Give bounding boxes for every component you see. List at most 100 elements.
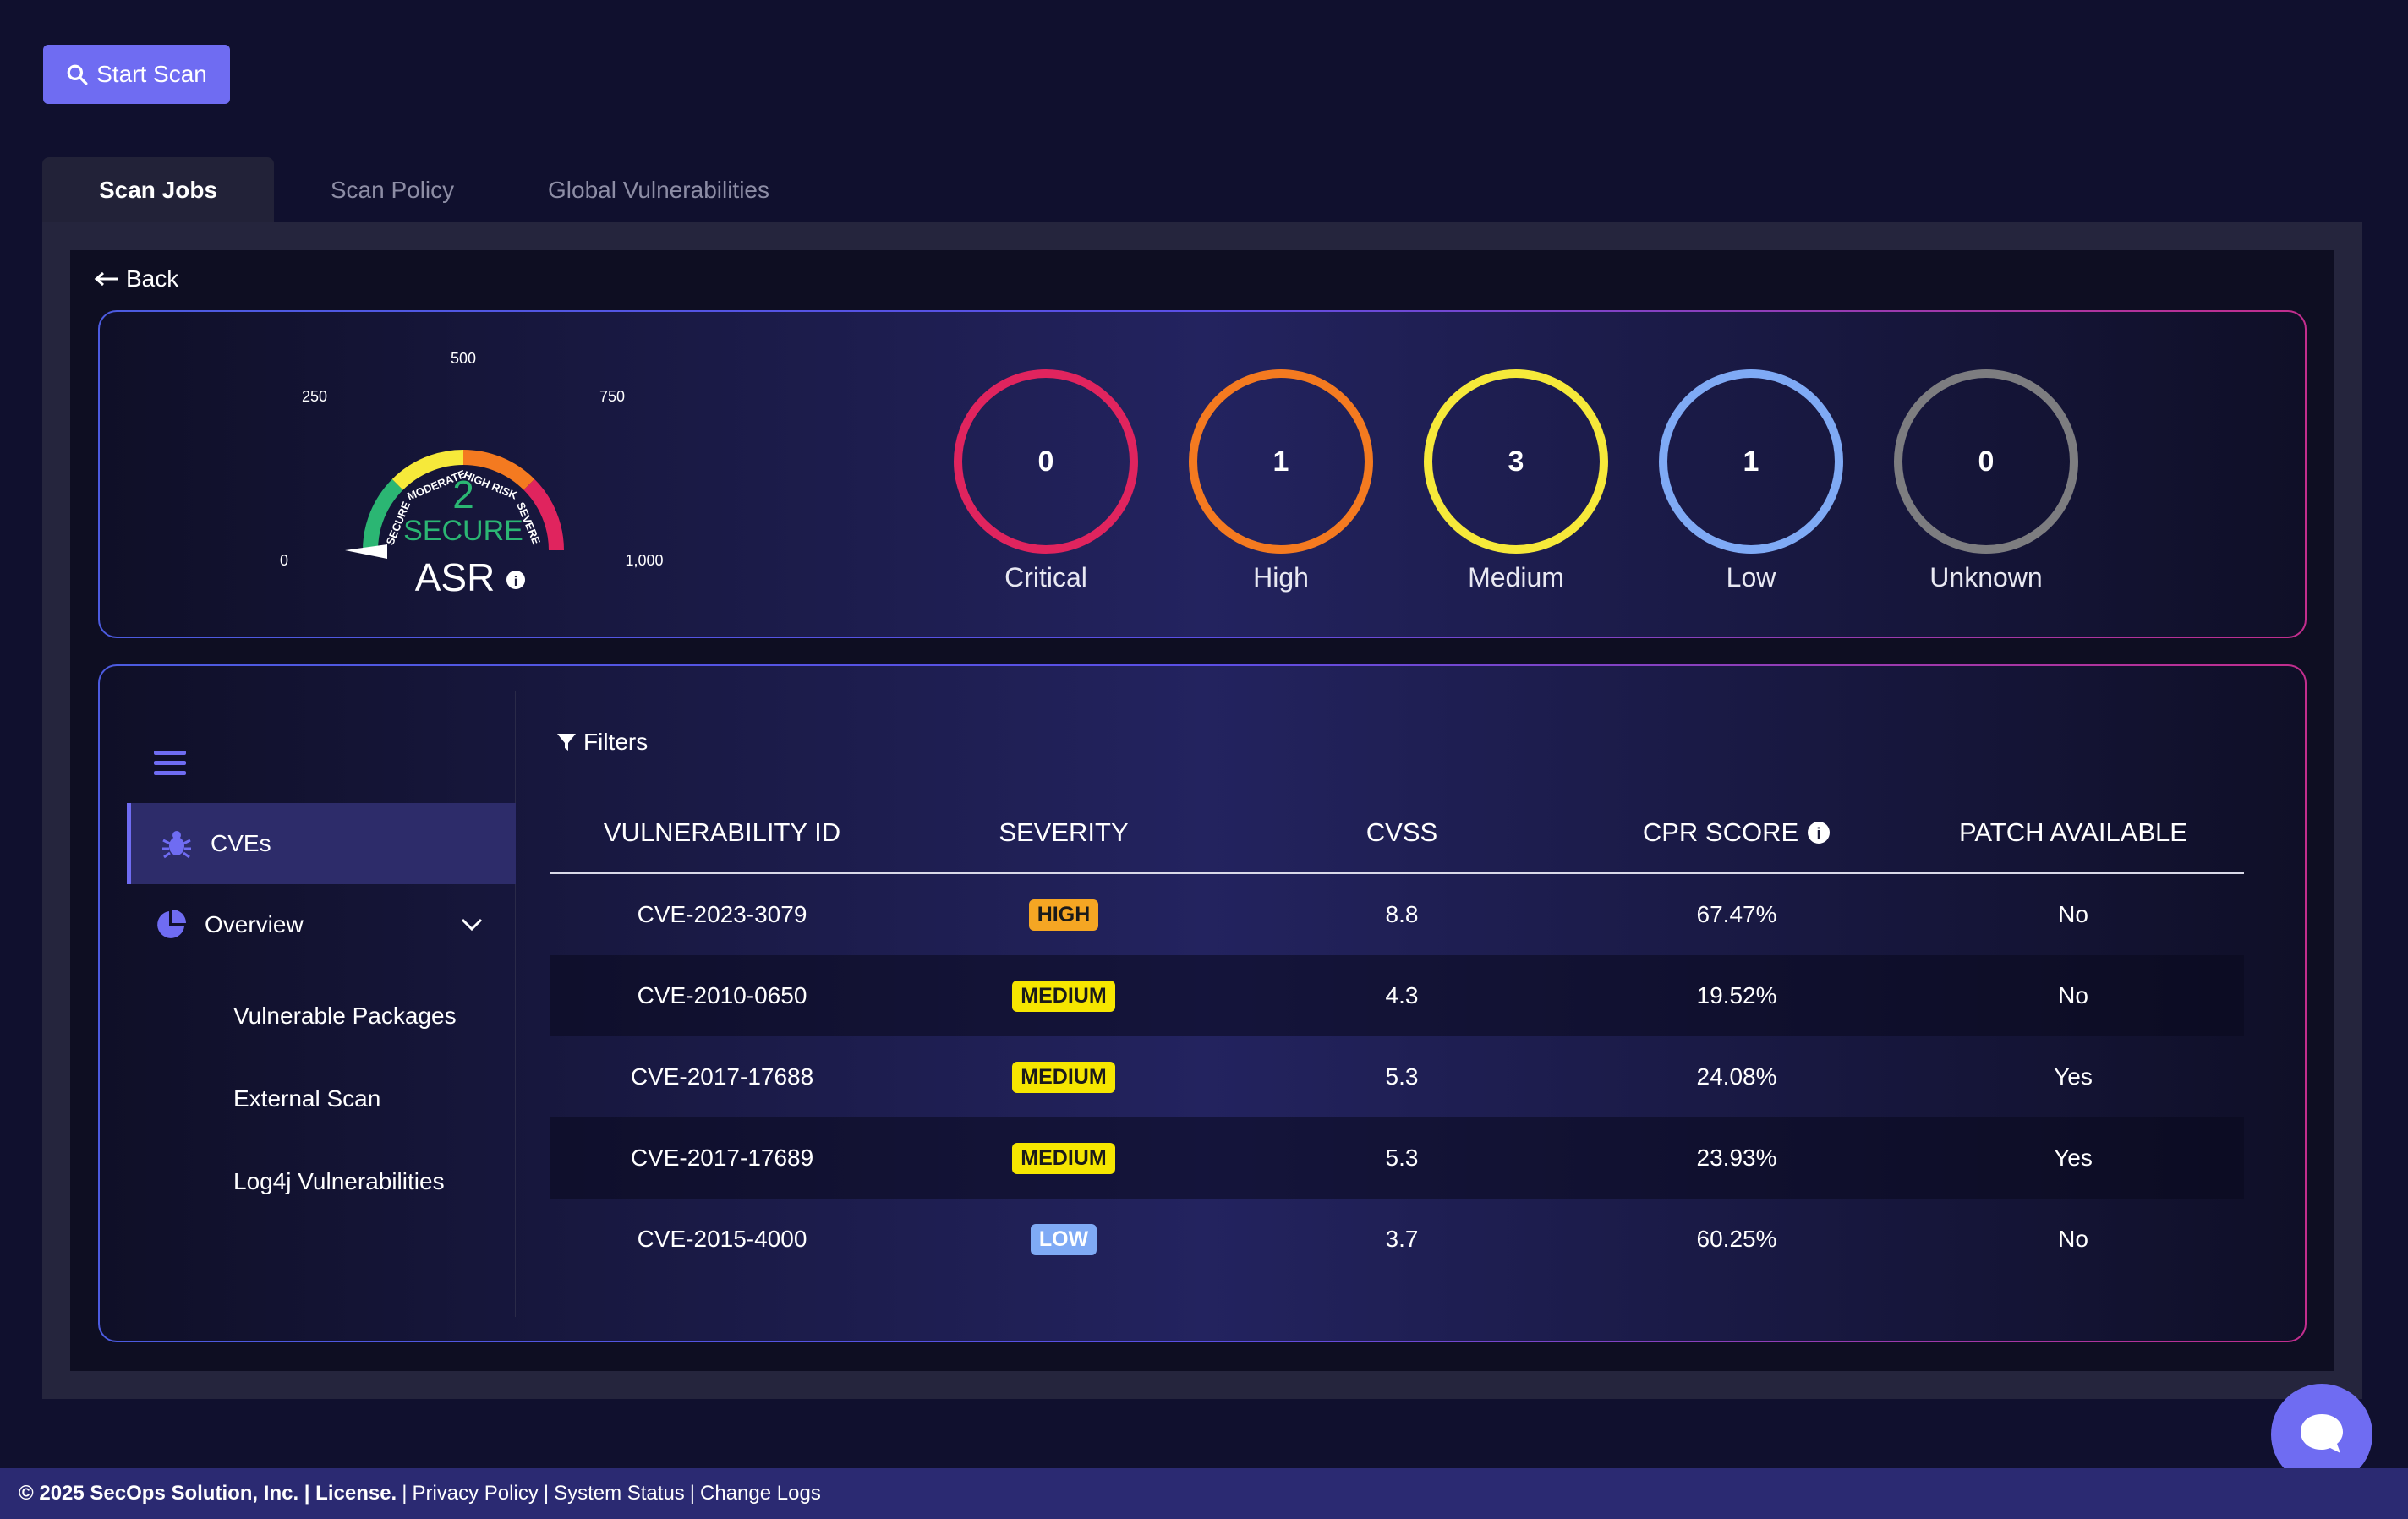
gauge-segment bbox=[363, 478, 403, 551]
gauge-score: 2 bbox=[452, 473, 474, 516]
info-icon[interactable]: i bbox=[506, 571, 525, 589]
gauge-tick-750: 750 bbox=[599, 388, 625, 405]
gauge-needle bbox=[345, 544, 387, 559]
tab-panel: Back SECURE MODERATE HIGH RISK SEVERE 0 250… bbox=[42, 222, 2362, 1399]
chevron-down-icon[interactable] bbox=[460, 917, 484, 932]
high-count: 1 bbox=[1189, 369, 1373, 554]
unknown-label: Unknown bbox=[1929, 562, 2043, 593]
tab-bar: Scan Jobs Scan Policy Global Vulnerabili… bbox=[42, 157, 807, 223]
cell-severity: MEDIUM bbox=[895, 980, 1233, 1012]
footer-link-status[interactable]: System Status bbox=[554, 1482, 685, 1505]
cell-patch-available: Yes bbox=[2054, 1145, 2093, 1171]
table-row[interactable]: CVE-2015-4000 LOW 3.7 60.25% No bbox=[550, 1199, 2244, 1280]
cell-cvss: 3.7 bbox=[1385, 1226, 1419, 1252]
severity-medium[interactable]: 3 Medium bbox=[1424, 369, 1608, 593]
table-row[interactable]: CVE-2017-17689 MEDIUM 5.3 23.93% Yes bbox=[550, 1117, 2244, 1199]
gauge-tick-1000: 1,000 bbox=[625, 552, 663, 569]
header-severity[interactable]: SEVERITY bbox=[999, 817, 1129, 847]
header-vulnerability-id[interactable]: VULNERABILITY ID bbox=[603, 817, 841, 847]
filters-button[interactable]: Filters bbox=[556, 729, 648, 756]
cell-severity: LOW bbox=[895, 1223, 1233, 1255]
vulnerability-card: CVEs Overview Vulnerable Packages Ex bbox=[98, 664, 2307, 1342]
sidebar-item-log4j[interactable]: Log4j Vulnerabilities bbox=[233, 1168, 445, 1194]
cell-vulnerability-id: CVE-2023-3079 bbox=[637, 901, 807, 927]
gauge-tick-250: 250 bbox=[302, 388, 327, 405]
arrow-left-icon bbox=[94, 271, 118, 287]
sidebar-item-overview[interactable]: Overview bbox=[127, 884, 516, 965]
tab-global-vulnerabilities[interactable]: Global Vulnerabilities bbox=[548, 177, 769, 203]
medium-label: Medium bbox=[1468, 562, 1564, 593]
start-scan-button[interactable]: Start Scan bbox=[43, 45, 230, 104]
cell-cpr-score: 67.47% bbox=[1696, 901, 1777, 927]
critical-count: 0 bbox=[954, 369, 1138, 554]
gauge-segment bbox=[523, 478, 564, 551]
severity-badge: MEDIUM bbox=[1012, 1061, 1115, 1093]
severity-low[interactable]: 1 Low bbox=[1659, 369, 1843, 593]
footer: © 2025 SecOps Solution, Inc. | License. … bbox=[0, 1468, 2408, 1519]
gauge-segment bbox=[391, 450, 464, 490]
cell-patch-available: No bbox=[2058, 1226, 2088, 1252]
back-button[interactable]: Back bbox=[94, 265, 178, 292]
pie-chart-icon bbox=[157, 910, 186, 938]
hamburger-menu-icon[interactable] bbox=[154, 751, 186, 781]
table-row[interactable]: CVE-2017-17688 MEDIUM 5.3 24.08% Yes bbox=[550, 1036, 2244, 1117]
tab-scan-policy[interactable]: Scan Policy bbox=[330, 177, 455, 203]
cell-cpr-score: 23.93% bbox=[1696, 1145, 1777, 1171]
gauge-tick-0: 0 bbox=[280, 552, 288, 569]
cell-patch-available: Yes bbox=[2054, 1063, 2093, 1090]
tab-scan-jobs[interactable]: Scan Jobs bbox=[42, 157, 274, 223]
high-label: High bbox=[1253, 562, 1309, 593]
gauge-status: SECURE bbox=[403, 515, 523, 547]
cell-vulnerability-id: CVE-2010-0650 bbox=[637, 982, 807, 1008]
medium-count: 3 bbox=[1424, 369, 1608, 554]
low-label: Low bbox=[1726, 562, 1776, 593]
header-cpr-score-label: CPR SCORE bbox=[1642, 817, 1799, 847]
severity-badge: MEDIUM bbox=[1012, 980, 1115, 1012]
filter-icon bbox=[557, 734, 576, 751]
footer-link-privacy[interactable]: Privacy Policy bbox=[412, 1482, 539, 1505]
header-cpr-score[interactable]: CPR SCORE i bbox=[1571, 817, 1902, 848]
cell-vulnerability-id: CVE-2015-4000 bbox=[637, 1226, 807, 1252]
cell-severity: HIGH bbox=[895, 899, 1233, 931]
filters-label: Filters bbox=[583, 729, 649, 755]
sidebar-item-cves-label: CVEs bbox=[211, 830, 271, 856]
severity-counts: 0 Critical 1 High 3 Medium 1 Low bbox=[954, 369, 2078, 593]
severity-critical[interactable]: 0 Critical bbox=[954, 369, 1138, 593]
cell-patch-available: No bbox=[2058, 901, 2088, 927]
table-row[interactable]: CVE-2010-0650 MEDIUM 4.3 19.52% No bbox=[550, 955, 2244, 1036]
gauge-label: ASR bbox=[415, 555, 495, 599]
cve-table: VULNERABILITY ID SEVERITY CVSS CPR SCORE… bbox=[550, 793, 2244, 1280]
severity-badge: HIGH bbox=[1028, 899, 1099, 931]
severity-unknown[interactable]: 0 Unknown bbox=[1894, 369, 2078, 593]
content-area: Back SECURE MODERATE HIGH RISK SEVERE 0 250… bbox=[70, 250, 2334, 1371]
cell-cvss: 4.3 bbox=[1385, 982, 1419, 1008]
header-patch-available[interactable]: PATCH AVAILABLE bbox=[1959, 817, 2187, 847]
table-header: VULNERABILITY ID SEVERITY CVSS CPR SCORE… bbox=[550, 793, 2244, 874]
cell-vulnerability-id: CVE-2017-17689 bbox=[630, 1145, 814, 1171]
table-row[interactable]: CVE-2023-3079 HIGH 8.8 67.47% No bbox=[550, 874, 2244, 955]
cell-severity: MEDIUM bbox=[895, 1142, 1233, 1174]
gauge-tick-500: 500 bbox=[451, 350, 476, 367]
severity-badge: MEDIUM bbox=[1012, 1142, 1115, 1174]
header-cvss[interactable]: CVSS bbox=[1365, 817, 1438, 847]
sidebar: CVEs Overview Vulnerable Packages Ex bbox=[100, 691, 516, 1317]
footer-link-changelog[interactable]: Change Logs bbox=[700, 1482, 821, 1505]
cell-cpr-score: 24.08% bbox=[1696, 1063, 1777, 1090]
low-count: 1 bbox=[1659, 369, 1843, 554]
sidebar-item-vulnerable-packages[interactable]: Vulnerable Packages bbox=[233, 1003, 457, 1029]
cell-vulnerability-id: CVE-2017-17688 bbox=[630, 1063, 814, 1090]
severity-badge: LOW bbox=[1030, 1223, 1097, 1255]
severity-high[interactable]: 1 High bbox=[1189, 369, 1373, 593]
bug-icon bbox=[162, 831, 191, 859]
svg-text:i: i bbox=[1817, 825, 1821, 842]
cell-cvss: 5.3 bbox=[1385, 1145, 1419, 1171]
gauge-segment bbox=[462, 450, 535, 490]
sidebar-item-cves[interactable]: CVEs bbox=[127, 803, 516, 884]
sidebar-item-external-scan[interactable]: External Scan bbox=[233, 1085, 381, 1112]
cell-patch-available: No bbox=[2058, 982, 2088, 1008]
info-icon[interactable]: i bbox=[1807, 821, 1831, 844]
cell-cvss: 5.3 bbox=[1385, 1063, 1419, 1090]
start-scan-label: Start Scan bbox=[96, 61, 207, 87]
svg-text:i: i bbox=[514, 575, 517, 589]
cell-cpr-score: 19.52% bbox=[1696, 982, 1777, 1008]
